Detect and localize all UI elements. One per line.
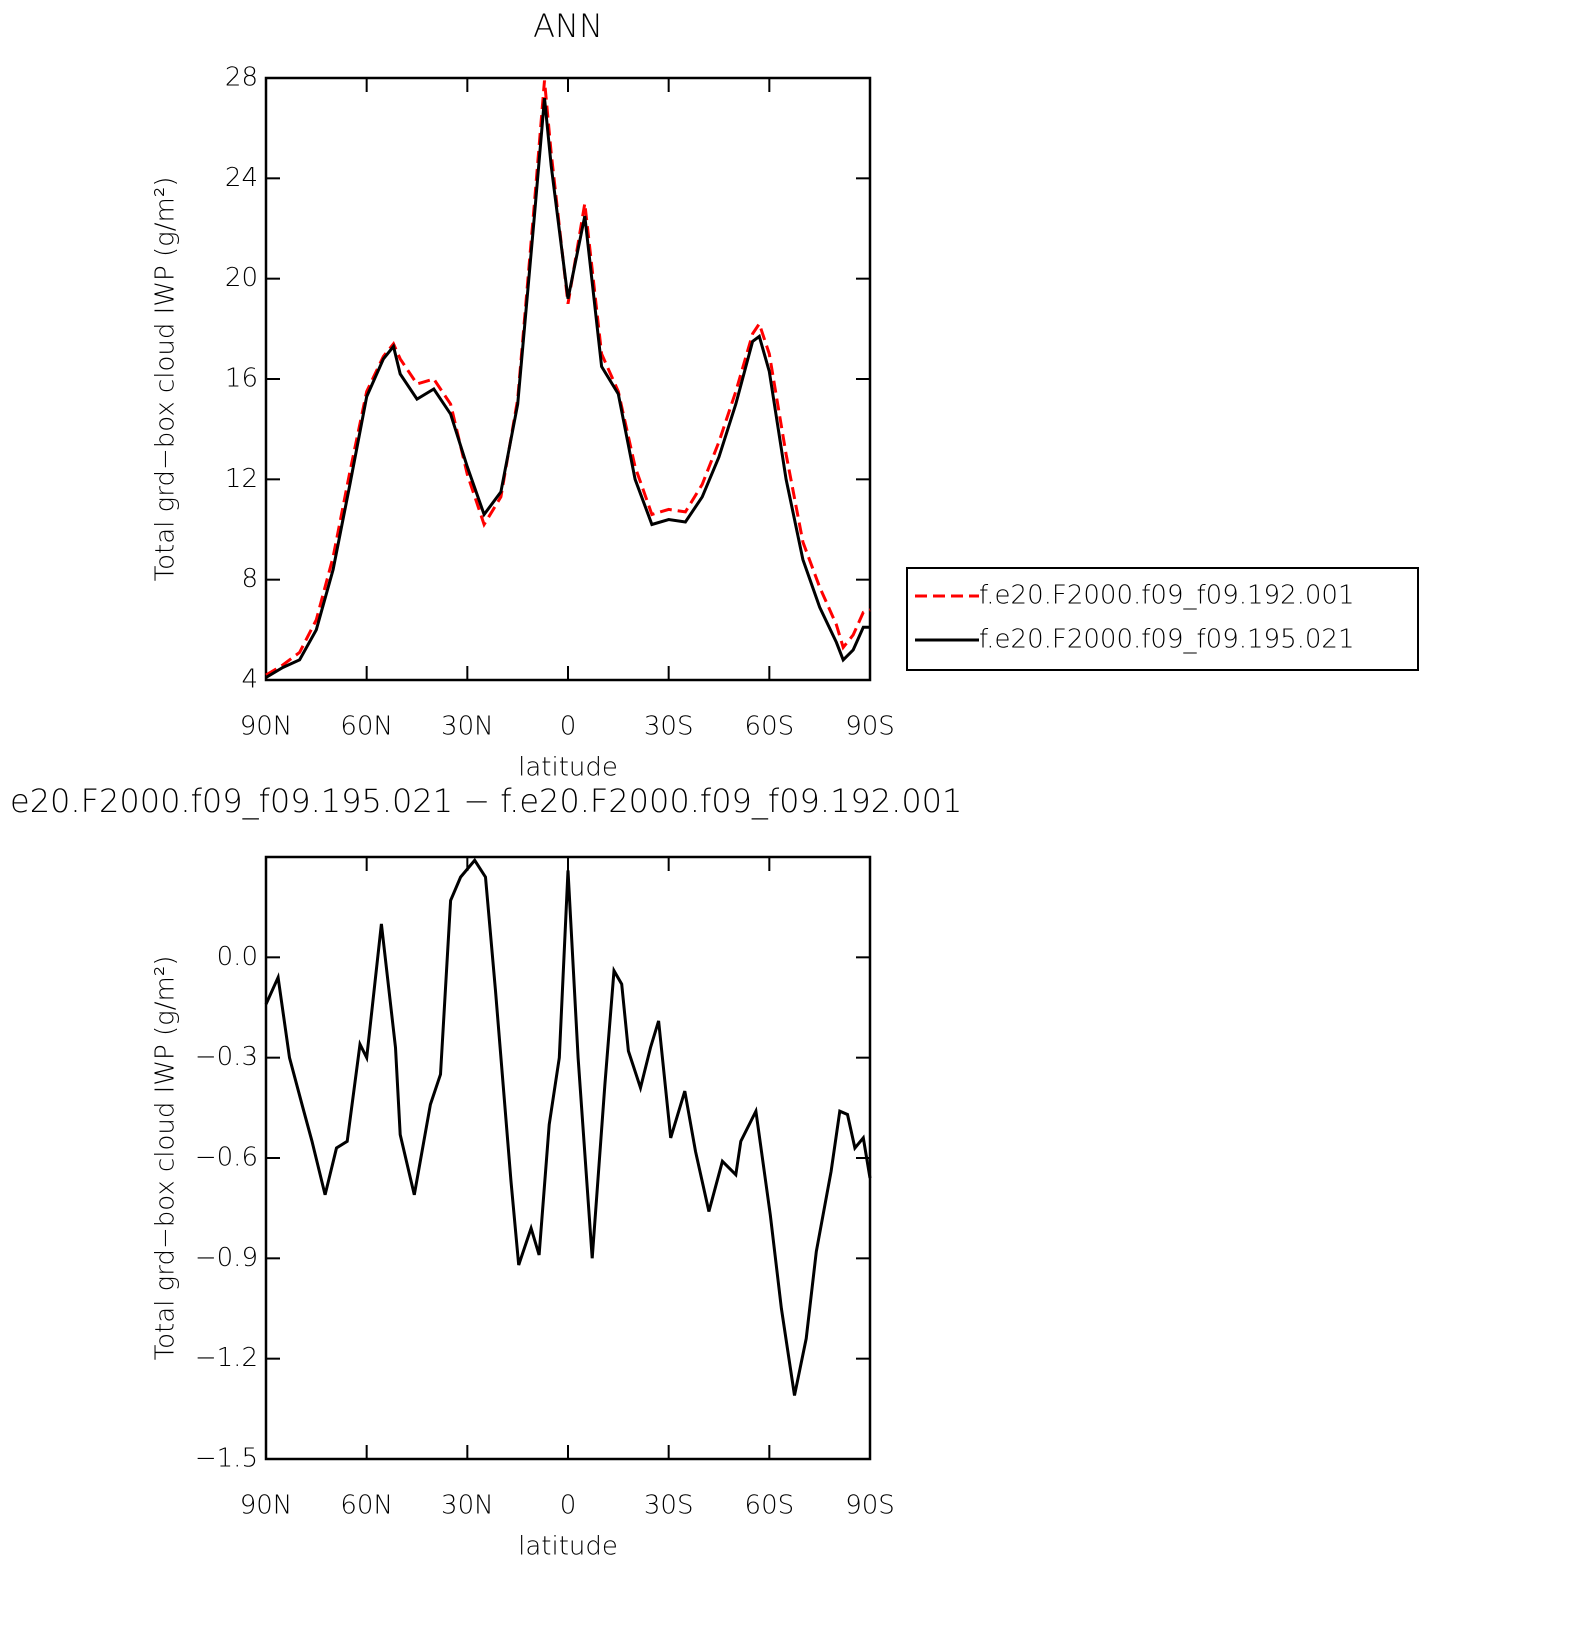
x-tick-label: 60N [340,712,393,742]
x-tick-label: 30N [441,1491,494,1521]
x-tick-label: 30S [644,1491,694,1521]
y-tick-label: −1.2 [195,1343,258,1373]
y-tick-label: −0.9 [195,1243,258,1273]
x-tick-label: 60S [745,1491,795,1521]
y-tick-label: −0.3 [195,1042,258,1072]
y-tick-label: 28 [225,63,258,93]
x-tick-label: 0 [560,1491,577,1521]
y-tick-label: −1.5 [195,1444,258,1474]
x-axis-label: latitude [518,1532,618,1562]
y-tick-label: 20 [225,263,258,293]
legend-label: f.e20.F2000.f09_f09.195.021 [979,625,1355,655]
y-tick-label: 24 [225,163,258,193]
y-tick-label: 4 [241,665,258,695]
y-tick-label: 8 [241,564,258,594]
plot-frame [264,76,872,682]
y-tick-label: 16 [225,364,258,394]
y-axis-label: Total grd−box cloud IWP (g/m²) [151,177,181,582]
x-tick-label: 0 [560,712,577,742]
y-tick-label: −0.6 [195,1143,258,1173]
data-line [264,857,872,1396]
legend-box [906,567,1419,671]
x-tick-label: 90N [240,1491,293,1521]
x-tick-label: 90N [240,712,293,742]
chart-title: e20.F2000.f09_f09.195.021 − f.e20.F2000.… [10,782,962,820]
x-tick-label: 30S [644,712,694,742]
chart-title: ANN [533,7,603,45]
y-axis-label: Total grd−box cloud IWP (g/m²) [151,956,181,1361]
data-line [265,97,870,679]
plot-frame [264,855,872,1461]
legend-label: f.e20.F2000.f09_f09.192.001 [979,581,1355,611]
x-tick-label: 30N [441,712,494,742]
x-axis-label: latitude [518,753,618,783]
y-tick-label: 12 [225,464,258,494]
x-tick-label: 60S [745,712,795,742]
x-tick-label: 90S [845,712,895,742]
data-line [265,80,871,677]
y-tick-label: 0.0 [217,942,258,972]
x-tick-label: 60N [340,1491,393,1521]
x-tick-label: 90S [845,1491,895,1521]
